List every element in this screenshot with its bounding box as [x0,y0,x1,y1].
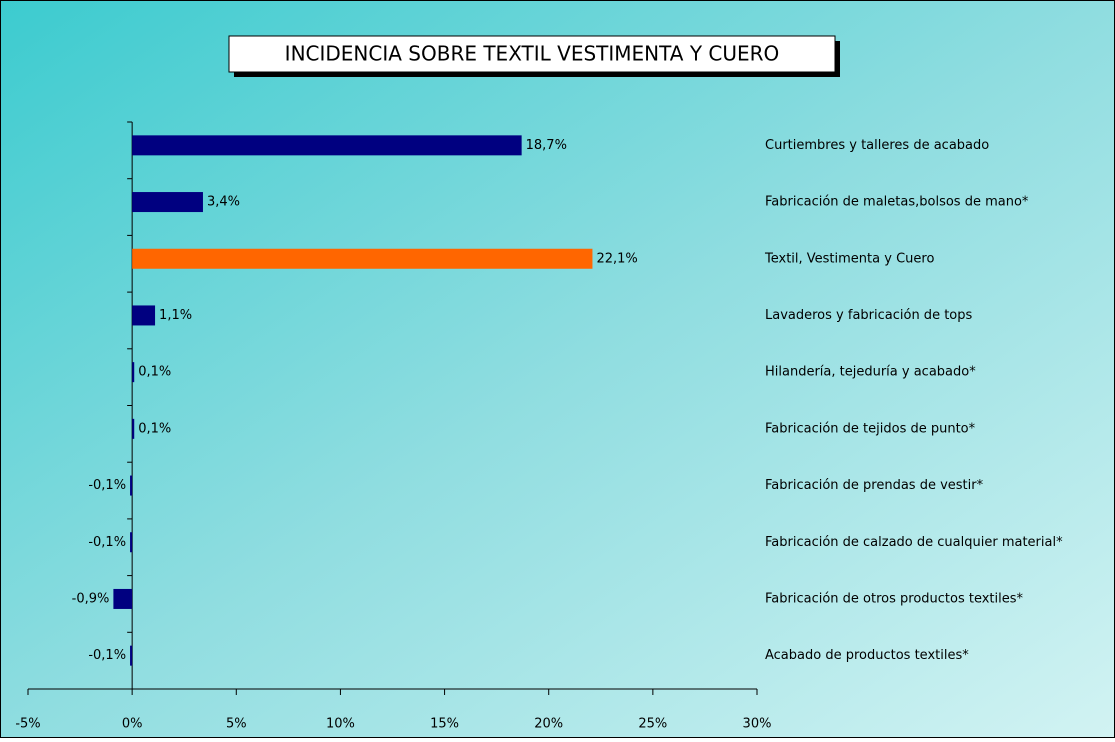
chart-title: INCIDENCIA SOBRE TEXTIL VESTIMENTA Y CUE… [285,42,780,66]
value-label: -0,1% [88,535,126,550]
bar [132,305,156,326]
x-tick-label: 10% [326,717,355,732]
value-label: 1,1% [159,308,192,323]
bar [132,248,593,269]
value-label: 22,1% [596,251,637,266]
x-tick-label: 20% [534,717,563,732]
bar [132,135,522,156]
bar [130,645,133,666]
value-label: 0,1% [138,365,171,380]
category-label: Fabricación de maletas,bolsos de mano* [765,195,1029,210]
category-label: Fabricación de calzado de cualquier mate… [765,535,1063,550]
category-label: Lavaderos y fabricación de tops [765,308,972,323]
value-label: -0,1% [88,648,126,663]
value-label: 18,7% [526,138,567,153]
category-label: Hilandería, tejeduría y acabado* [765,365,976,380]
bar [132,192,203,213]
bar [130,532,133,553]
x-tick-label: 15% [430,717,459,732]
category-label: Fabricación de tejidos de punto* [765,421,976,436]
value-label: -0,9% [72,591,110,606]
x-tick-label: 25% [638,717,667,732]
bar [113,588,133,609]
value-label: -0,1% [88,478,126,493]
x-tick-label: 0% [122,717,143,732]
title-box [228,35,836,73]
category-label: Fabricación de otros productos textiles* [765,591,1024,606]
category-label: Curtiembres y talleres de acabado [765,138,989,153]
bar [132,362,135,383]
bar [130,475,133,496]
bar [132,418,135,439]
value-label: 3,4% [207,195,240,210]
category-label: Acabado de productos textiles* [765,648,969,663]
x-tick-label: 5% [226,717,247,732]
value-label: 0,1% [138,421,171,436]
x-tick-label: -5% [15,717,40,732]
category-label: Textil, Vestimenta y Cuero [764,251,934,266]
category-label: Fabricación de prendas de vestir* [765,478,984,493]
x-tick-label: 30% [743,717,772,732]
